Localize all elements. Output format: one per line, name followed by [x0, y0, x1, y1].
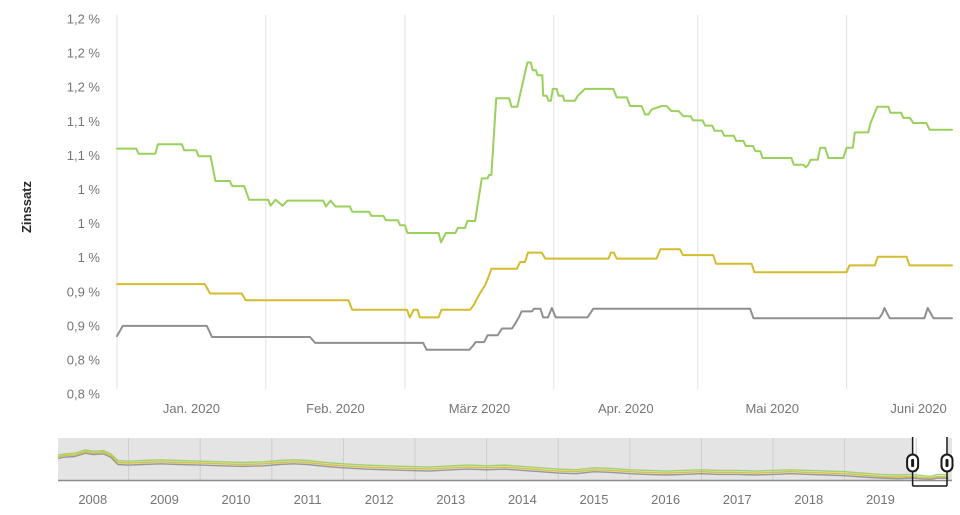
- x-tick-label: Jan. 2020: [163, 401, 220, 416]
- brush-year-label: 2008: [78, 492, 107, 507]
- brush-year-label: 2009: [150, 492, 179, 507]
- x-tick-label: Apr. 2020: [598, 401, 654, 416]
- brush-series-line-gray: [57, 452, 949, 480]
- brush-year-label: 2012: [365, 492, 394, 507]
- x-tick-label: Mai 2020: [745, 401, 798, 416]
- brush-handle-left-grip-slot: [911, 459, 915, 467]
- x-tick-label: Feb. 2020: [306, 401, 365, 416]
- brush-series: [57, 449, 949, 480]
- brush-year-label: 2011: [294, 492, 322, 507]
- brush-handle-right[interactable]: [940, 437, 954, 486]
- brush-series-line-green: [57, 449, 949, 478]
- y-axis-tick-labels: 1,2 % 1,2 % 1,2 % 1,1 % 1,1 % 1 % 1 % 1 % 0,9 % 0…: [67, 12, 101, 402]
- main-chart-grid: [116, 15, 848, 389]
- brush-handle-right-grip-slot: [945, 459, 949, 467]
- brush-year-label: 2015: [580, 492, 609, 507]
- y-tick-label: 1,2 %: [67, 46, 101, 61]
- brush-series-line-yellow: [57, 450, 949, 479]
- y-tick-label: 0,9 %: [67, 284, 101, 299]
- brush-year-label: 2013: [436, 492, 465, 507]
- brush-year-label: 2018: [794, 492, 823, 507]
- brush-year-labels: 2008 2009 2010 2011 2012 2013 2014 2015 2016 2017…: [78, 492, 895, 507]
- series-line-yellow: [116, 248, 953, 319]
- x-axis-tick-labels: Jan. 2020 Feb. 2020 März 2020 Apr. 2020 Mai …: [163, 401, 947, 416]
- brush-year-label: 2010: [222, 492, 251, 507]
- brush-year-label: 2014: [508, 492, 537, 507]
- brush-year-label: 2017: [723, 492, 752, 507]
- brush-year-label: 2016: [651, 492, 680, 507]
- y-tick-label: 1 %: [78, 250, 101, 265]
- y-tick-label: 1,2 %: [67, 80, 101, 95]
- y-tick-label: 1,2 %: [67, 12, 101, 27]
- brush-handles[interactable]: [906, 437, 954, 487]
- y-tick-label: 1,1 %: [67, 148, 101, 163]
- y-axis-title: Zinssatz: [19, 180, 34, 233]
- series-line-gray: [116, 307, 953, 351]
- y-tick-label: 1 %: [78, 216, 101, 231]
- main-chart-series: [116, 61, 953, 351]
- brush-year-label: 2019: [866, 492, 895, 507]
- y-tick-label: 1 %: [78, 182, 101, 197]
- series-line-green: [116, 61, 953, 244]
- y-tick-label: 0,8 %: [67, 353, 101, 368]
- y-tick-label: 0,9 %: [67, 318, 101, 333]
- brush-handle-left[interactable]: [906, 437, 920, 486]
- x-tick-label: Juni 2020: [890, 401, 946, 416]
- y-tick-label: 1,1 %: [67, 114, 101, 129]
- y-tick-label: 0,8 %: [67, 387, 101, 402]
- x-tick-label: März 2020: [449, 401, 510, 416]
